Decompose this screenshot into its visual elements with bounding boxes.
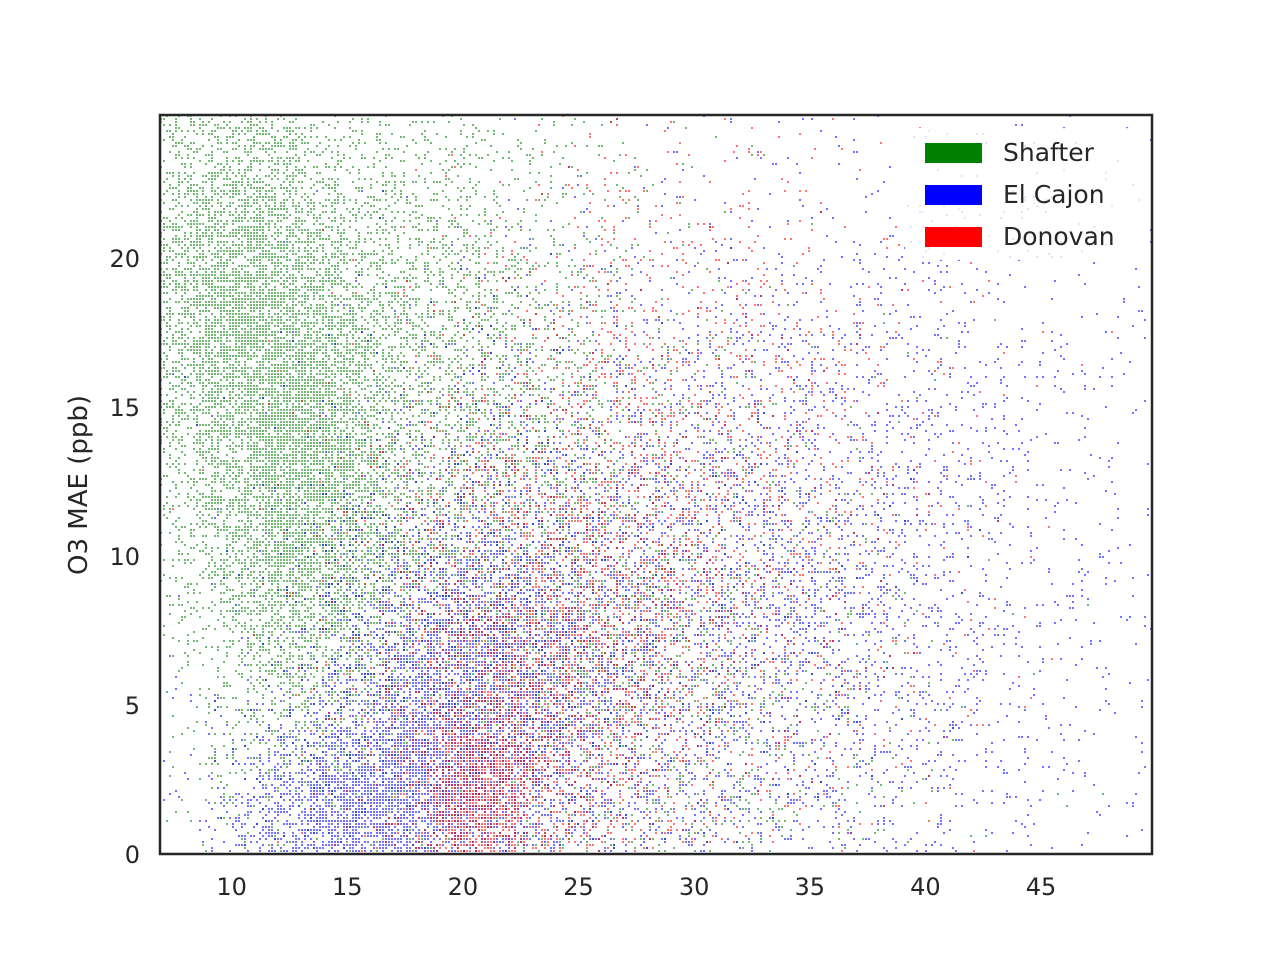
legend-swatch <box>925 227 982 247</box>
y-tick-label: 10 <box>109 543 140 571</box>
x-tick-label: 35 <box>794 873 825 901</box>
x-tick-label: 10 <box>216 873 247 901</box>
legend-label: Shafter <box>1003 138 1095 167</box>
x-tick-label: 25 <box>563 873 594 901</box>
density-mark <box>160 115 1104 855</box>
legend-swatch <box>925 143 982 163</box>
legend-label: El Cajon <box>1003 180 1105 209</box>
y-tick-label: 20 <box>109 245 140 273</box>
x-tick-label: 15 <box>332 873 363 901</box>
series-shafter-points <box>160 115 1104 855</box>
x-tick-label: 20 <box>448 873 479 901</box>
x-axis-ticks: 10 15 20 25 30 35 40 45 <box>216 873 1056 901</box>
x-tick-label: 30 <box>679 873 710 901</box>
data-points-layer <box>160 115 1152 855</box>
x-tick-label: 45 <box>1026 873 1057 901</box>
y-tick-label: 5 <box>125 692 140 720</box>
legend-swatch <box>925 185 982 205</box>
y-axis-label: O3 MAE (ppb) <box>64 395 94 575</box>
y-axis-ticks: 0 5 10 15 20 <box>109 245 140 869</box>
y-tick-label: 0 <box>125 841 140 869</box>
plot-frame <box>158 113 1154 856</box>
legend: Shafter El Cajon Donovan <box>905 128 1140 260</box>
legend-label: Donovan <box>1003 222 1115 251</box>
x-tick-label: 40 <box>910 873 941 901</box>
y-tick-label: 15 <box>109 394 140 422</box>
